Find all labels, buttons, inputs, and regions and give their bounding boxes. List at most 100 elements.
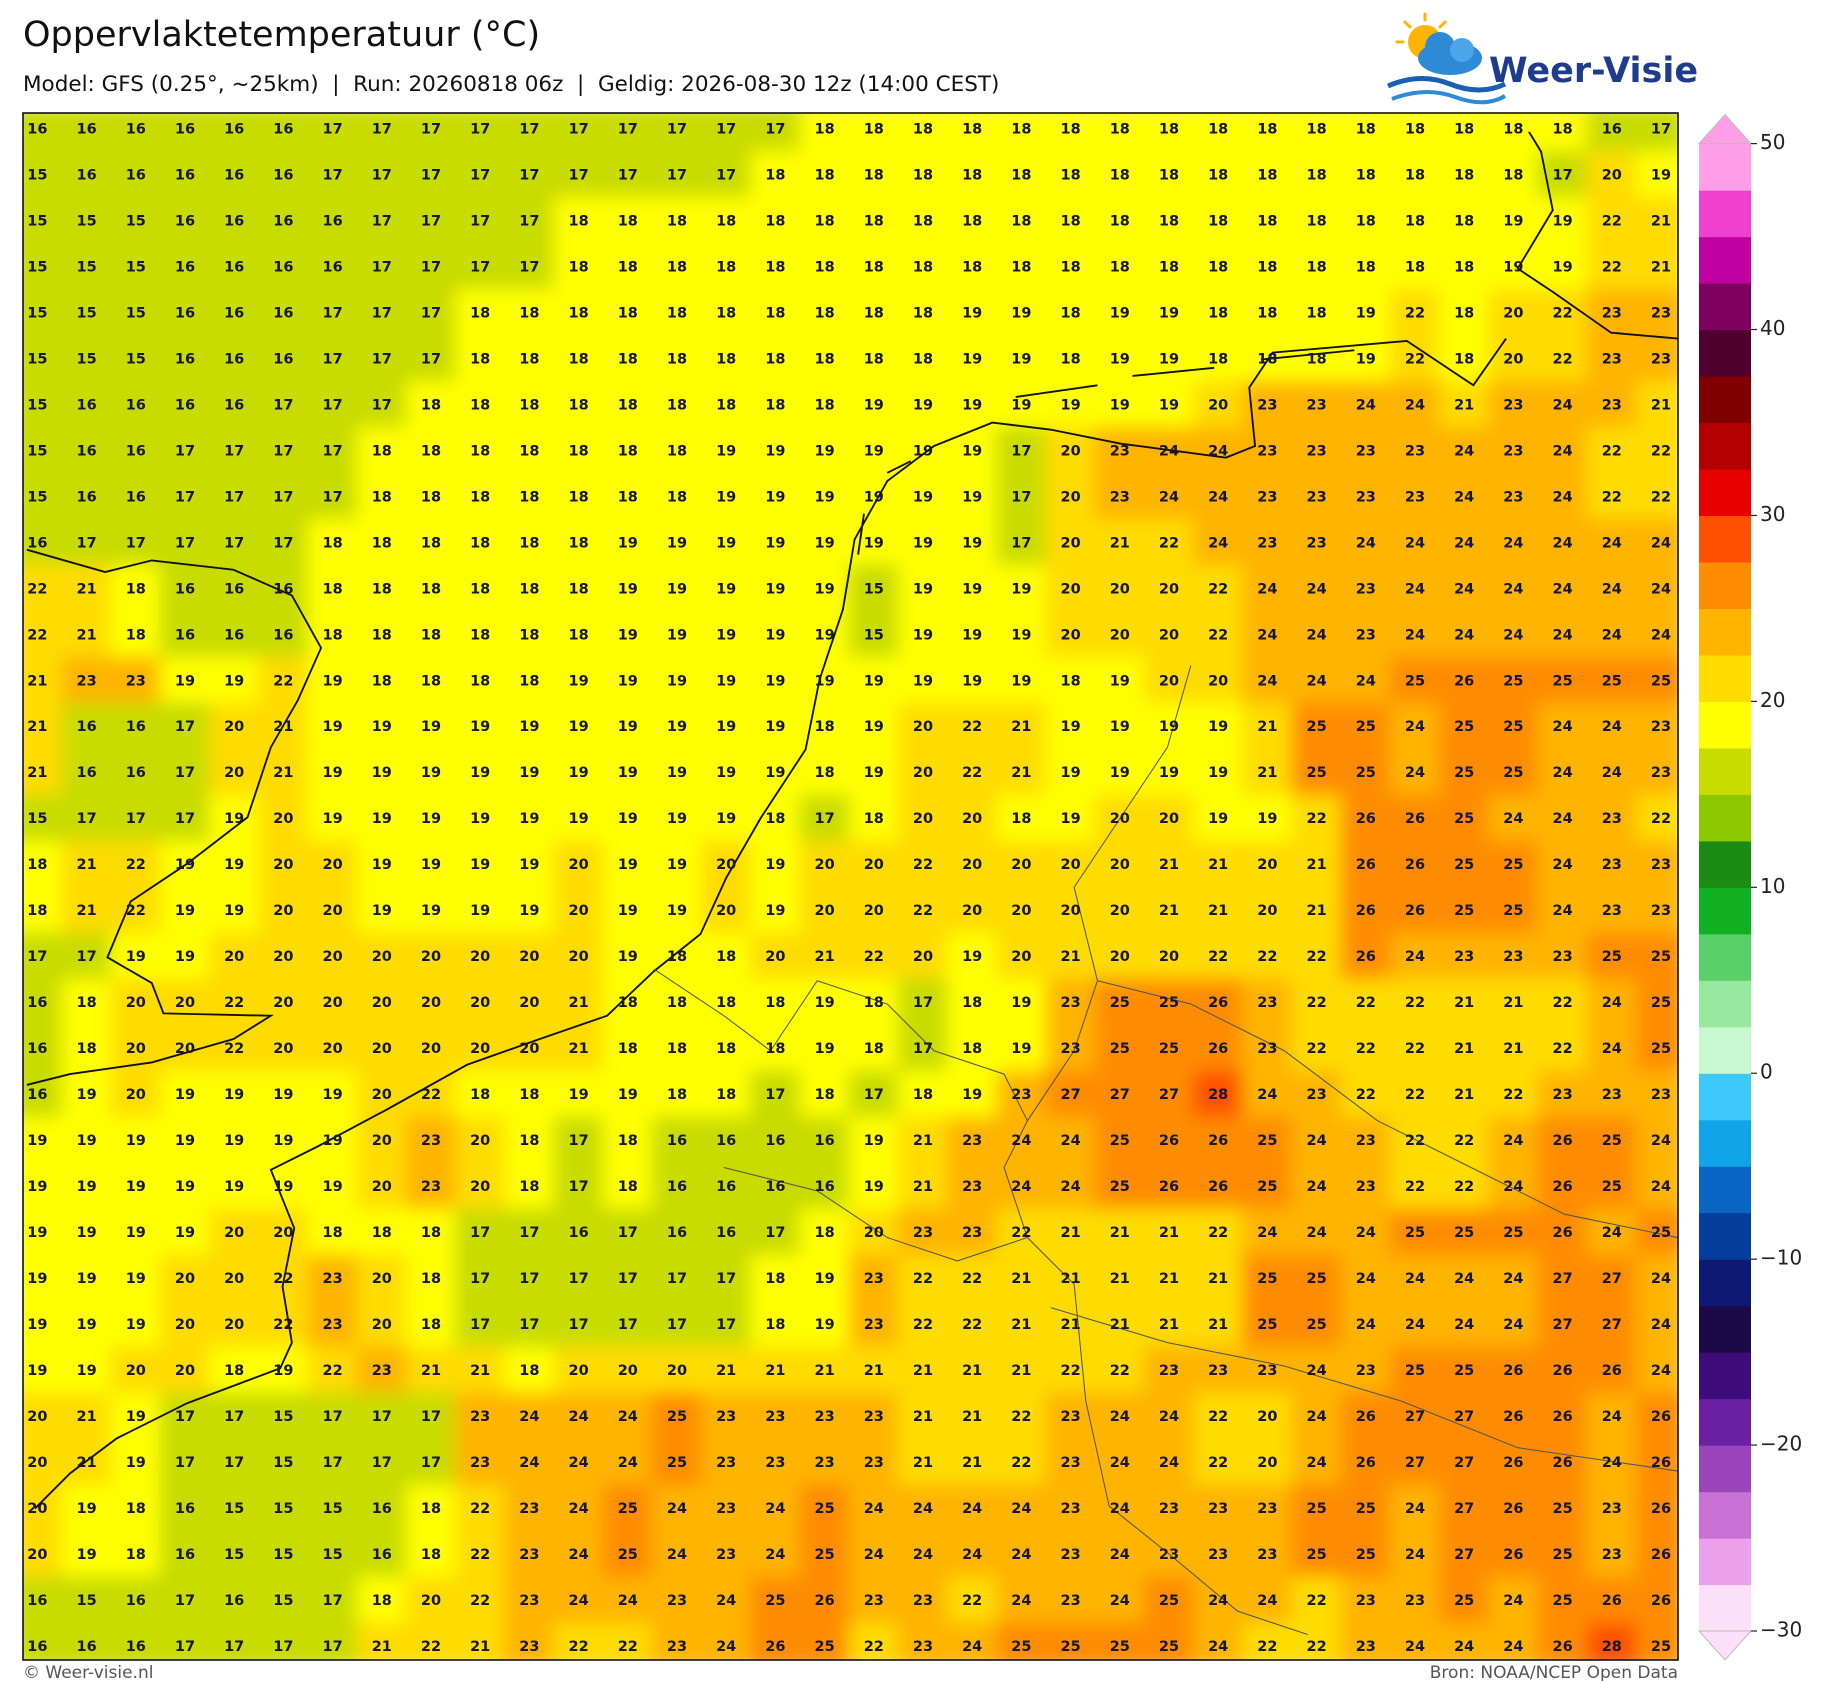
temperature-value: 17 [224, 1639, 244, 1655]
colorbar-segment [1699, 747, 1751, 795]
temperature-value: 15 [224, 1501, 244, 1517]
temperature-value: 24 [1503, 1639, 1523, 1655]
temperature-value: 16 [175, 397, 195, 413]
temperature-value: 19 [815, 995, 835, 1011]
temperature-cell [405, 150, 457, 198]
temperature-value: 23 [1061, 1501, 1081, 1517]
temperature-cell [799, 380, 850, 428]
temperature-value: 23 [1356, 443, 1376, 459]
temperature-value: 18 [864, 1041, 884, 1057]
temperature-value: 18 [815, 167, 835, 183]
temperature-value: 17 [372, 305, 392, 321]
temperature-value: 25 [1356, 765, 1376, 781]
temperature-value: 16 [77, 443, 97, 459]
temperature-value: 19 [1208, 719, 1228, 735]
temperature-value: 22 [421, 1639, 441, 1655]
temperature-value: 23 [913, 1639, 933, 1655]
temperature-value: 18 [667, 259, 687, 275]
temperature-value: 16 [77, 1639, 97, 1655]
temperature-value: 24 [1208, 1639, 1228, 1655]
temperature-value: 20 [913, 765, 933, 781]
temperature-cell [750, 610, 801, 658]
temperature-cell [651, 1024, 703, 1072]
temperature-value: 22 [1011, 1409, 1031, 1425]
temperature-value: 24 [1208, 489, 1228, 505]
temperature-cell [799, 610, 850, 658]
temperature-cell [1635, 380, 1678, 428]
temperature-value: 24 [1651, 1179, 1671, 1195]
temperature-value: 17 [175, 489, 195, 505]
temperature-value: 19 [224, 857, 244, 873]
temperature-cell [1193, 794, 1244, 842]
temperature-cell [356, 113, 407, 152]
temperature-value: 23 [1405, 1593, 1425, 1609]
temperature-value: 25 [618, 1547, 638, 1563]
temperature-value: 17 [421, 1455, 441, 1471]
temperature-value: 24 [1503, 1179, 1523, 1195]
temperature-value: 18 [519, 1087, 539, 1103]
temperature-value: 23 [1356, 1593, 1376, 1609]
temperature-value: 24 [1651, 1271, 1671, 1287]
temperature-cell [1094, 702, 1145, 750]
temperature-value: 16 [77, 719, 97, 735]
temperature-cell [701, 656, 752, 704]
temperature-value: 21 [1061, 1271, 1081, 1287]
temperature-cell [1045, 610, 1096, 658]
temperature-cell [1143, 1162, 1195, 1210]
temperature-cell [1488, 1208, 1539, 1256]
temperature-cell [110, 932, 161, 980]
temperature-value: 21 [913, 1409, 933, 1425]
temperature-value: 18 [421, 627, 441, 643]
temperature-value: 23 [815, 1409, 835, 1425]
temperature-value: 24 [1356, 535, 1376, 551]
temperature-cell [1340, 196, 1391, 244]
temperature-value: 26 [1208, 1179, 1228, 1195]
temperature-value: 23 [962, 1225, 982, 1241]
temperature-value: 17 [224, 1455, 244, 1471]
temperature-value: 18 [667, 351, 687, 367]
temperature-value: 17 [421, 305, 441, 321]
temperature-value: 22 [1307, 1593, 1327, 1609]
temperature-value: 24 [1553, 397, 1573, 413]
temperature-value: 24 [716, 1639, 736, 1655]
temperature-cell [651, 334, 703, 382]
temperature-cell [307, 932, 358, 980]
temperature-value: 19 [224, 673, 244, 689]
temperature-cell [799, 196, 850, 244]
temperature-cell [209, 196, 260, 244]
temperature-cell [848, 748, 899, 796]
temperature-value: 17 [175, 1455, 195, 1471]
temperature-cell [1537, 1116, 1588, 1164]
temperature-value: 18 [765, 811, 785, 827]
temperature-value: 23 [519, 1501, 539, 1517]
temperature-cell [1488, 1162, 1539, 1210]
temperature-cell [1488, 334, 1539, 382]
temperature-value: 23 [1307, 535, 1327, 551]
temperature-value: 21 [273, 719, 293, 735]
temperature-value: 18 [962, 213, 982, 229]
temperature-cell [258, 1208, 309, 1256]
temperature-cell [1193, 702, 1244, 750]
temperature-cell [947, 518, 998, 566]
temperature-cell [996, 978, 1047, 1026]
temperature-value: 17 [372, 1409, 392, 1425]
temperature-cell [553, 886, 604, 934]
temperature-value: 20 [1061, 581, 1081, 597]
temperature-value: 20 [224, 1225, 244, 1241]
temperature-cell [23, 932, 63, 980]
temperature-value: 16 [224, 351, 244, 367]
temperature-value: 24 [1553, 489, 1573, 505]
temperature-value: 16 [27, 535, 47, 551]
temperature-value: 20 [815, 903, 835, 919]
temperature-cell [897, 794, 949, 842]
temperature-cell [1340, 150, 1391, 198]
temperature-value: 24 [716, 1593, 736, 1609]
temperature-value: 23 [1553, 949, 1573, 965]
temperature-value: 23 [1257, 535, 1277, 551]
temperature-value: 18 [1159, 121, 1179, 137]
temperature-cell [159, 426, 211, 474]
temperature-cell [553, 1024, 604, 1072]
temperature-value: 19 [421, 811, 441, 827]
temperature-value: 18 [470, 1087, 490, 1103]
temperature-cell [1094, 426, 1145, 474]
